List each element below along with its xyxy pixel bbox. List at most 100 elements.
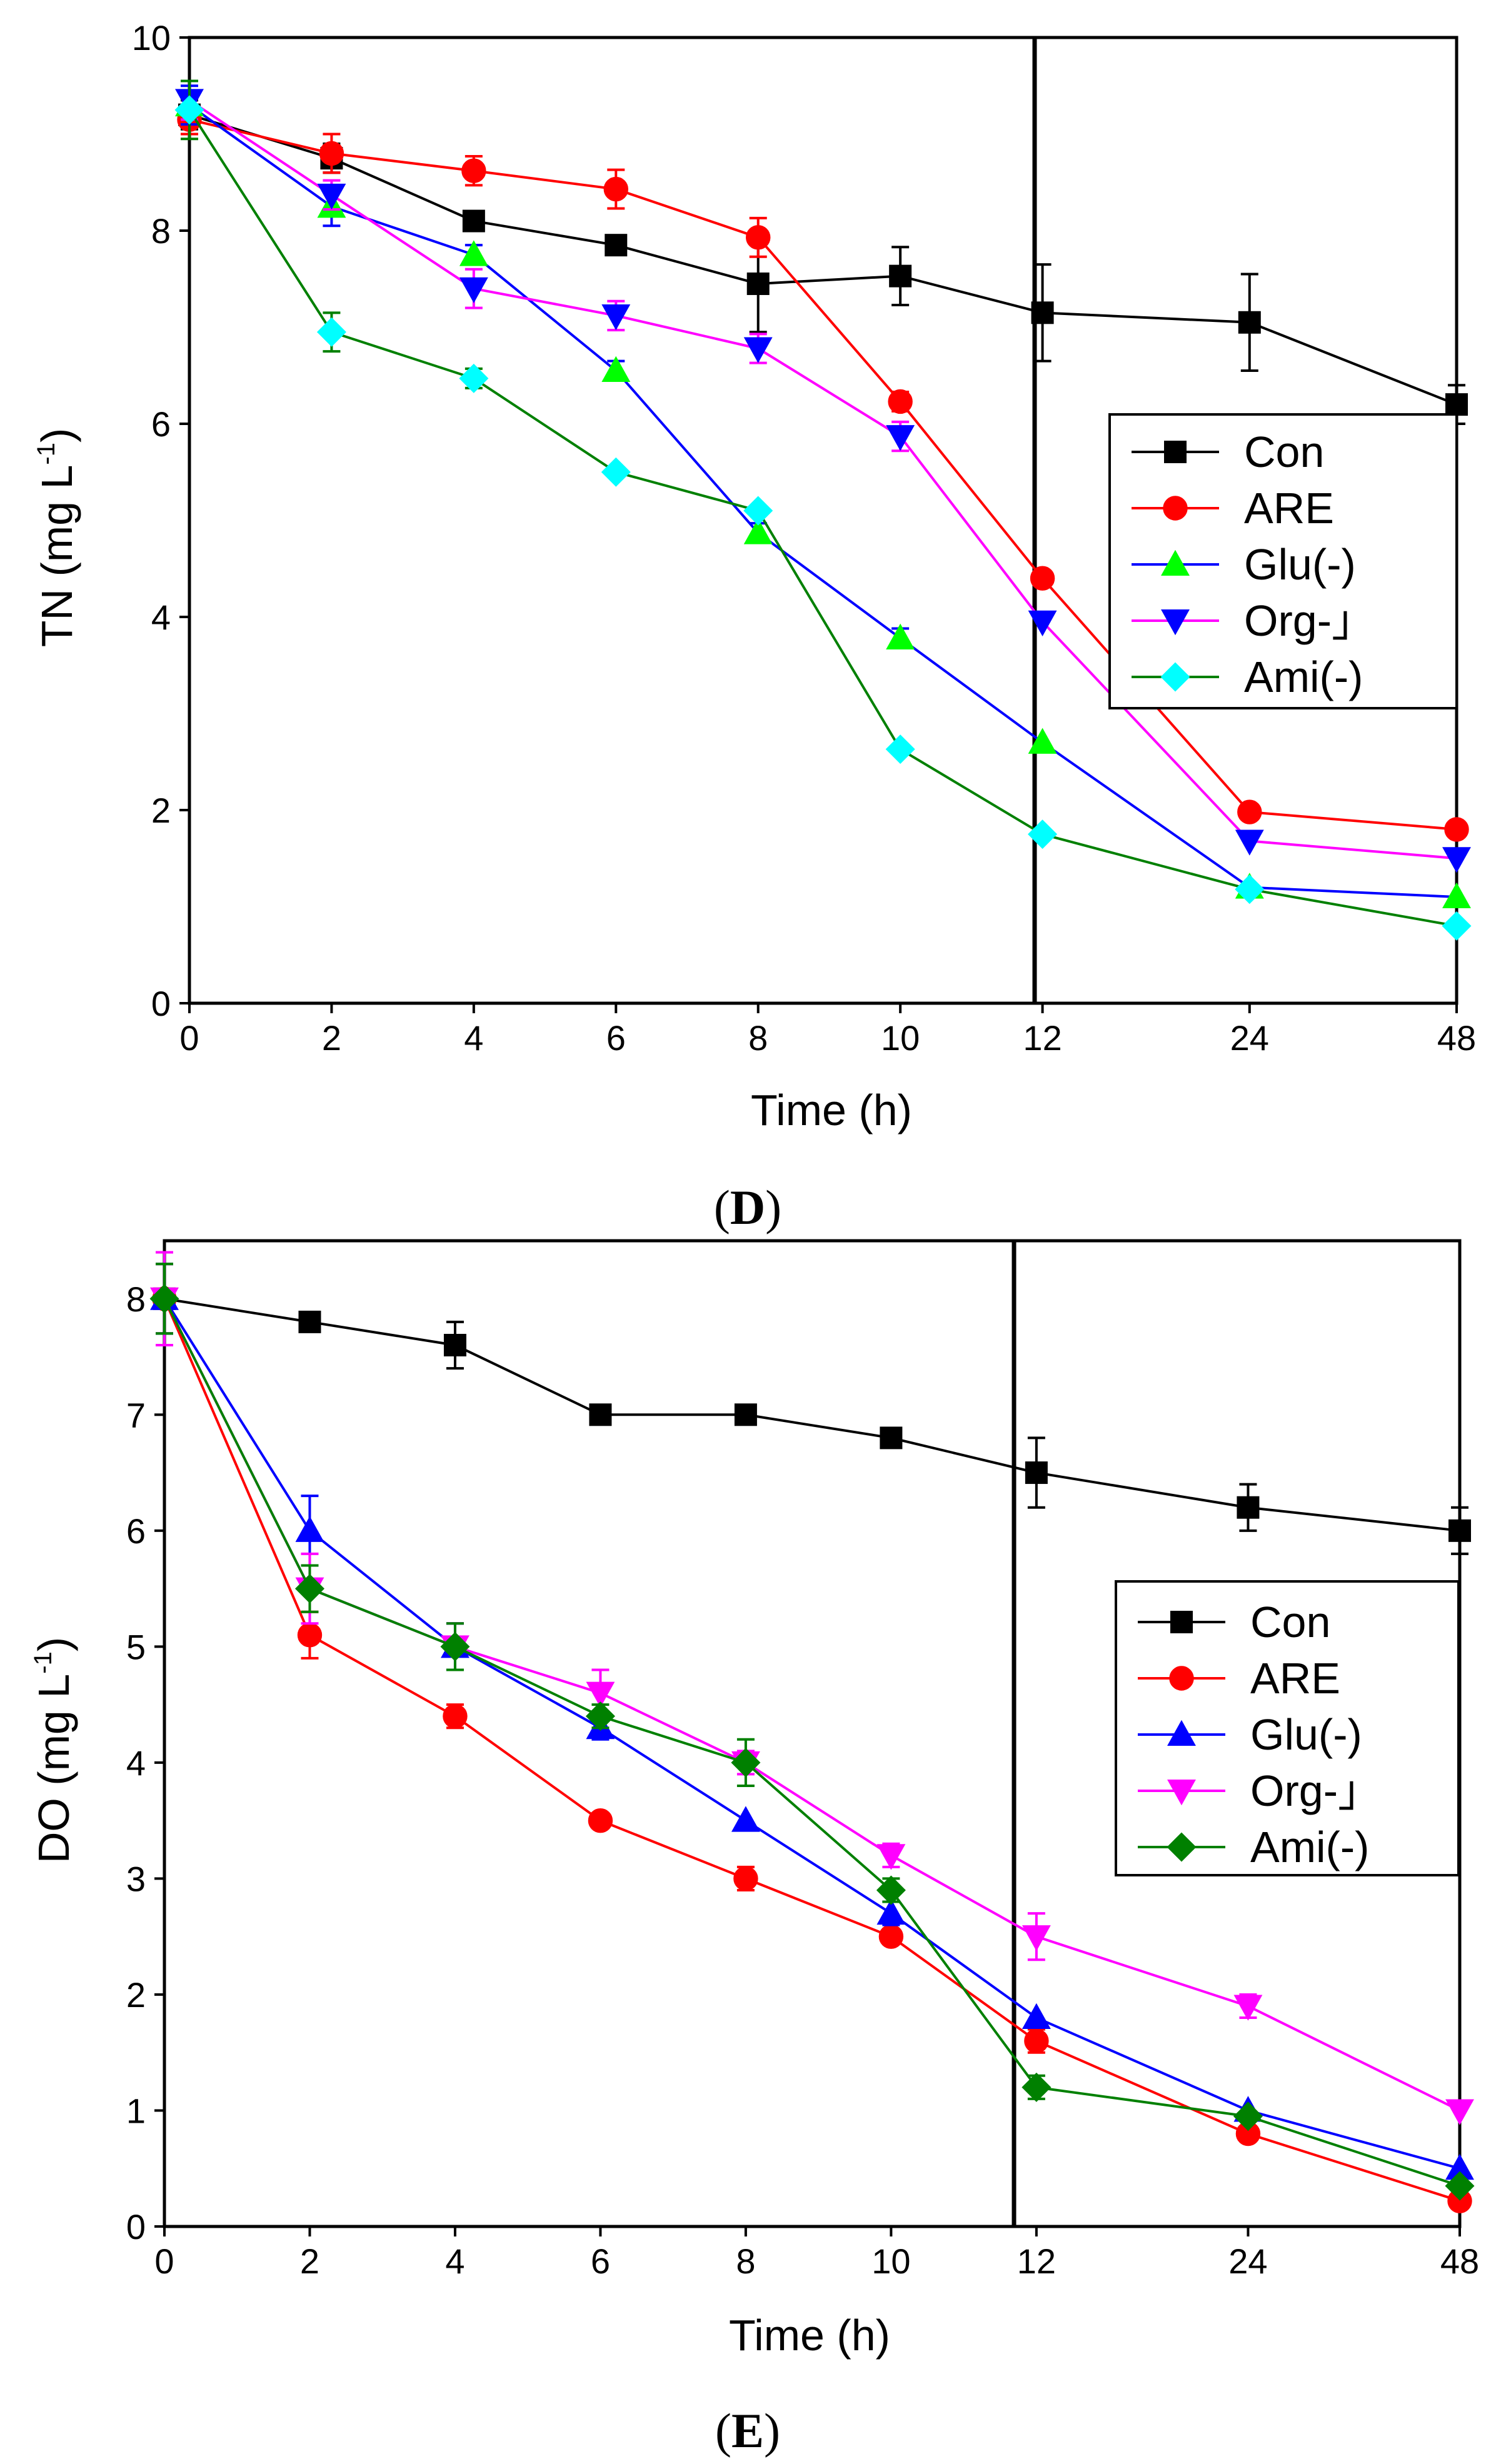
data-point <box>1237 799 1262 824</box>
data-point <box>1238 311 1261 334</box>
series-1 <box>177 104 1469 842</box>
data-point <box>878 1924 904 1949</box>
y-tick-label: 0 <box>126 2207 146 2246</box>
data-point <box>588 1808 613 1833</box>
legend-marker <box>1167 1720 1196 1746</box>
series-0 <box>153 1263 1471 1555</box>
data-point <box>1233 1995 1263 2021</box>
legend-label: Con <box>1244 428 1324 476</box>
legend-label: ARE <box>1244 484 1334 533</box>
y-tick-label: 7 <box>126 1395 146 1435</box>
x-tick-label: 48 <box>1437 1018 1476 1058</box>
data-point <box>1444 817 1469 842</box>
y-tick-label: 6 <box>151 404 171 444</box>
x-tick-label: 48 <box>1440 2241 1479 2281</box>
data-point <box>1442 911 1472 941</box>
data-point <box>443 1333 466 1356</box>
data-point <box>1442 847 1471 873</box>
series-4 <box>174 79 1472 941</box>
data-point <box>1235 874 1265 904</box>
x-tick-label: 12 <box>1023 1018 1062 1058</box>
data-point <box>1445 393 1468 416</box>
x-tick-label: 8 <box>736 2241 755 2281</box>
data-point <box>297 1623 323 1648</box>
x-tick-label: 12 <box>1017 2241 1056 2281</box>
data-point <box>743 337 773 363</box>
y-tick-label: 6 <box>126 1511 146 1551</box>
data-point <box>443 1703 468 1729</box>
data-point <box>589 1403 612 1426</box>
data-point <box>440 1631 470 1661</box>
x-tick-label: 6 <box>606 1018 626 1058</box>
y-tick-label: 8 <box>126 1280 146 1319</box>
data-point <box>885 734 915 764</box>
x-tick-label: 24 <box>1228 2241 1267 2281</box>
data-point <box>174 95 204 125</box>
legend-marker <box>1164 441 1187 463</box>
y-tick-label: 2 <box>151 791 171 830</box>
data-point <box>298 1310 321 1333</box>
series-4 <box>149 1263 1475 2201</box>
x-tick-label: 0 <box>154 2241 174 2281</box>
legend-marker <box>1170 1611 1193 1633</box>
x-tick-label: 10 <box>871 2241 910 2281</box>
legend-label: Ami(-) <box>1244 653 1363 701</box>
data-point <box>1028 728 1057 754</box>
data-point <box>295 1516 324 1542</box>
legend-marker <box>1167 1832 1197 1862</box>
x-tick-label: 4 <box>464 1018 483 1058</box>
legend-marker <box>1167 1780 1196 1806</box>
legend-label: Glu(-) <box>1244 540 1356 589</box>
data-point <box>585 1701 615 1731</box>
data-point <box>1028 610 1057 637</box>
data-point <box>1235 829 1264 856</box>
x-tick-label: 4 <box>445 2241 464 2281</box>
data-point <box>888 389 913 414</box>
data-point <box>1022 2072 1052 2102</box>
data-point <box>317 183 346 210</box>
legend: Con ARE Glu(-) Org-」 Ami(-) <box>1115 1580 1460 1876</box>
data-point <box>459 240 488 266</box>
y-tick-label: 8 <box>151 211 171 251</box>
x-tick-label: 10 <box>881 1018 920 1058</box>
x-tick-label: 8 <box>748 1018 768 1058</box>
x-axis-title: Time (h) <box>729 2311 890 2360</box>
data-point <box>880 1426 903 1450</box>
legend-marker <box>1169 1666 1194 1691</box>
legend: Con ARE Glu(-) Org-」 Ami(-) <box>1108 413 1458 709</box>
data-point <box>746 272 770 295</box>
data-point <box>746 225 771 250</box>
y-tick-label: 3 <box>126 1859 146 1898</box>
x-tick-label: 2 <box>300 2241 319 2281</box>
y-tick-label: 4 <box>126 1743 146 1783</box>
data-point <box>459 363 489 393</box>
panel-label: (E) <box>715 2403 780 2458</box>
data-point <box>743 496 773 526</box>
data-point <box>876 1898 906 1925</box>
legend-label: Org-」 <box>1250 1766 1382 1815</box>
series-line <box>164 1297 1460 1532</box>
legend-marker <box>1163 496 1188 521</box>
data-point <box>1024 2028 1049 2053</box>
data-point <box>149 1284 179 1314</box>
data-point <box>601 356 631 383</box>
legend-label: Ami(-) <box>1250 1823 1369 1871</box>
data-point <box>1030 566 1055 591</box>
data-point <box>316 317 346 347</box>
y-tick-label: 2 <box>126 1975 146 2015</box>
data-point <box>886 623 915 649</box>
data-point <box>601 304 631 331</box>
legend-marker <box>1160 662 1190 692</box>
data-point <box>1237 1496 1260 1519</box>
data-point <box>462 209 485 233</box>
data-point <box>731 1748 761 1778</box>
data-point <box>1028 819 1058 849</box>
y-tick-label: 5 <box>126 1627 146 1666</box>
legend-label: Glu(-) <box>1250 1710 1362 1759</box>
data-point <box>1442 882 1471 909</box>
data-point <box>1025 1461 1048 1485</box>
data-point <box>1445 2171 1475 2201</box>
data-point <box>461 158 486 183</box>
